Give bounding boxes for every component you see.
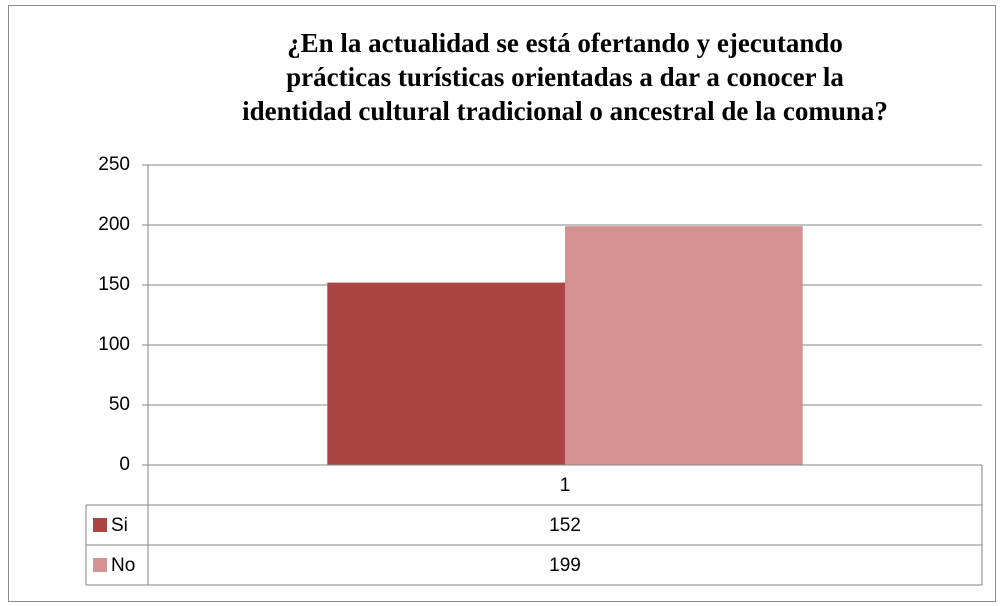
y-tick-label: 50 (109, 394, 130, 415)
table-value: 152 (549, 515, 581, 536)
y-tick-label: 150 (98, 274, 130, 295)
chart-title: ¿En la actualidad se está ofertando y ej… (242, 28, 888, 126)
y-tick-label: 200 (98, 214, 130, 235)
y-tick-label: 0 (119, 454, 130, 475)
bar (565, 226, 803, 465)
y-tick-label: 100 (98, 334, 130, 355)
legend-swatch (93, 518, 107, 532)
table-value: 199 (549, 555, 581, 576)
legend-label: No (111, 555, 135, 576)
bar (327, 282, 565, 465)
legend-label: Si (111, 515, 128, 536)
legend-swatch (93, 558, 107, 572)
y-tick-label: 250 (98, 154, 130, 175)
x-tick-label: 1 (560, 475, 571, 496)
